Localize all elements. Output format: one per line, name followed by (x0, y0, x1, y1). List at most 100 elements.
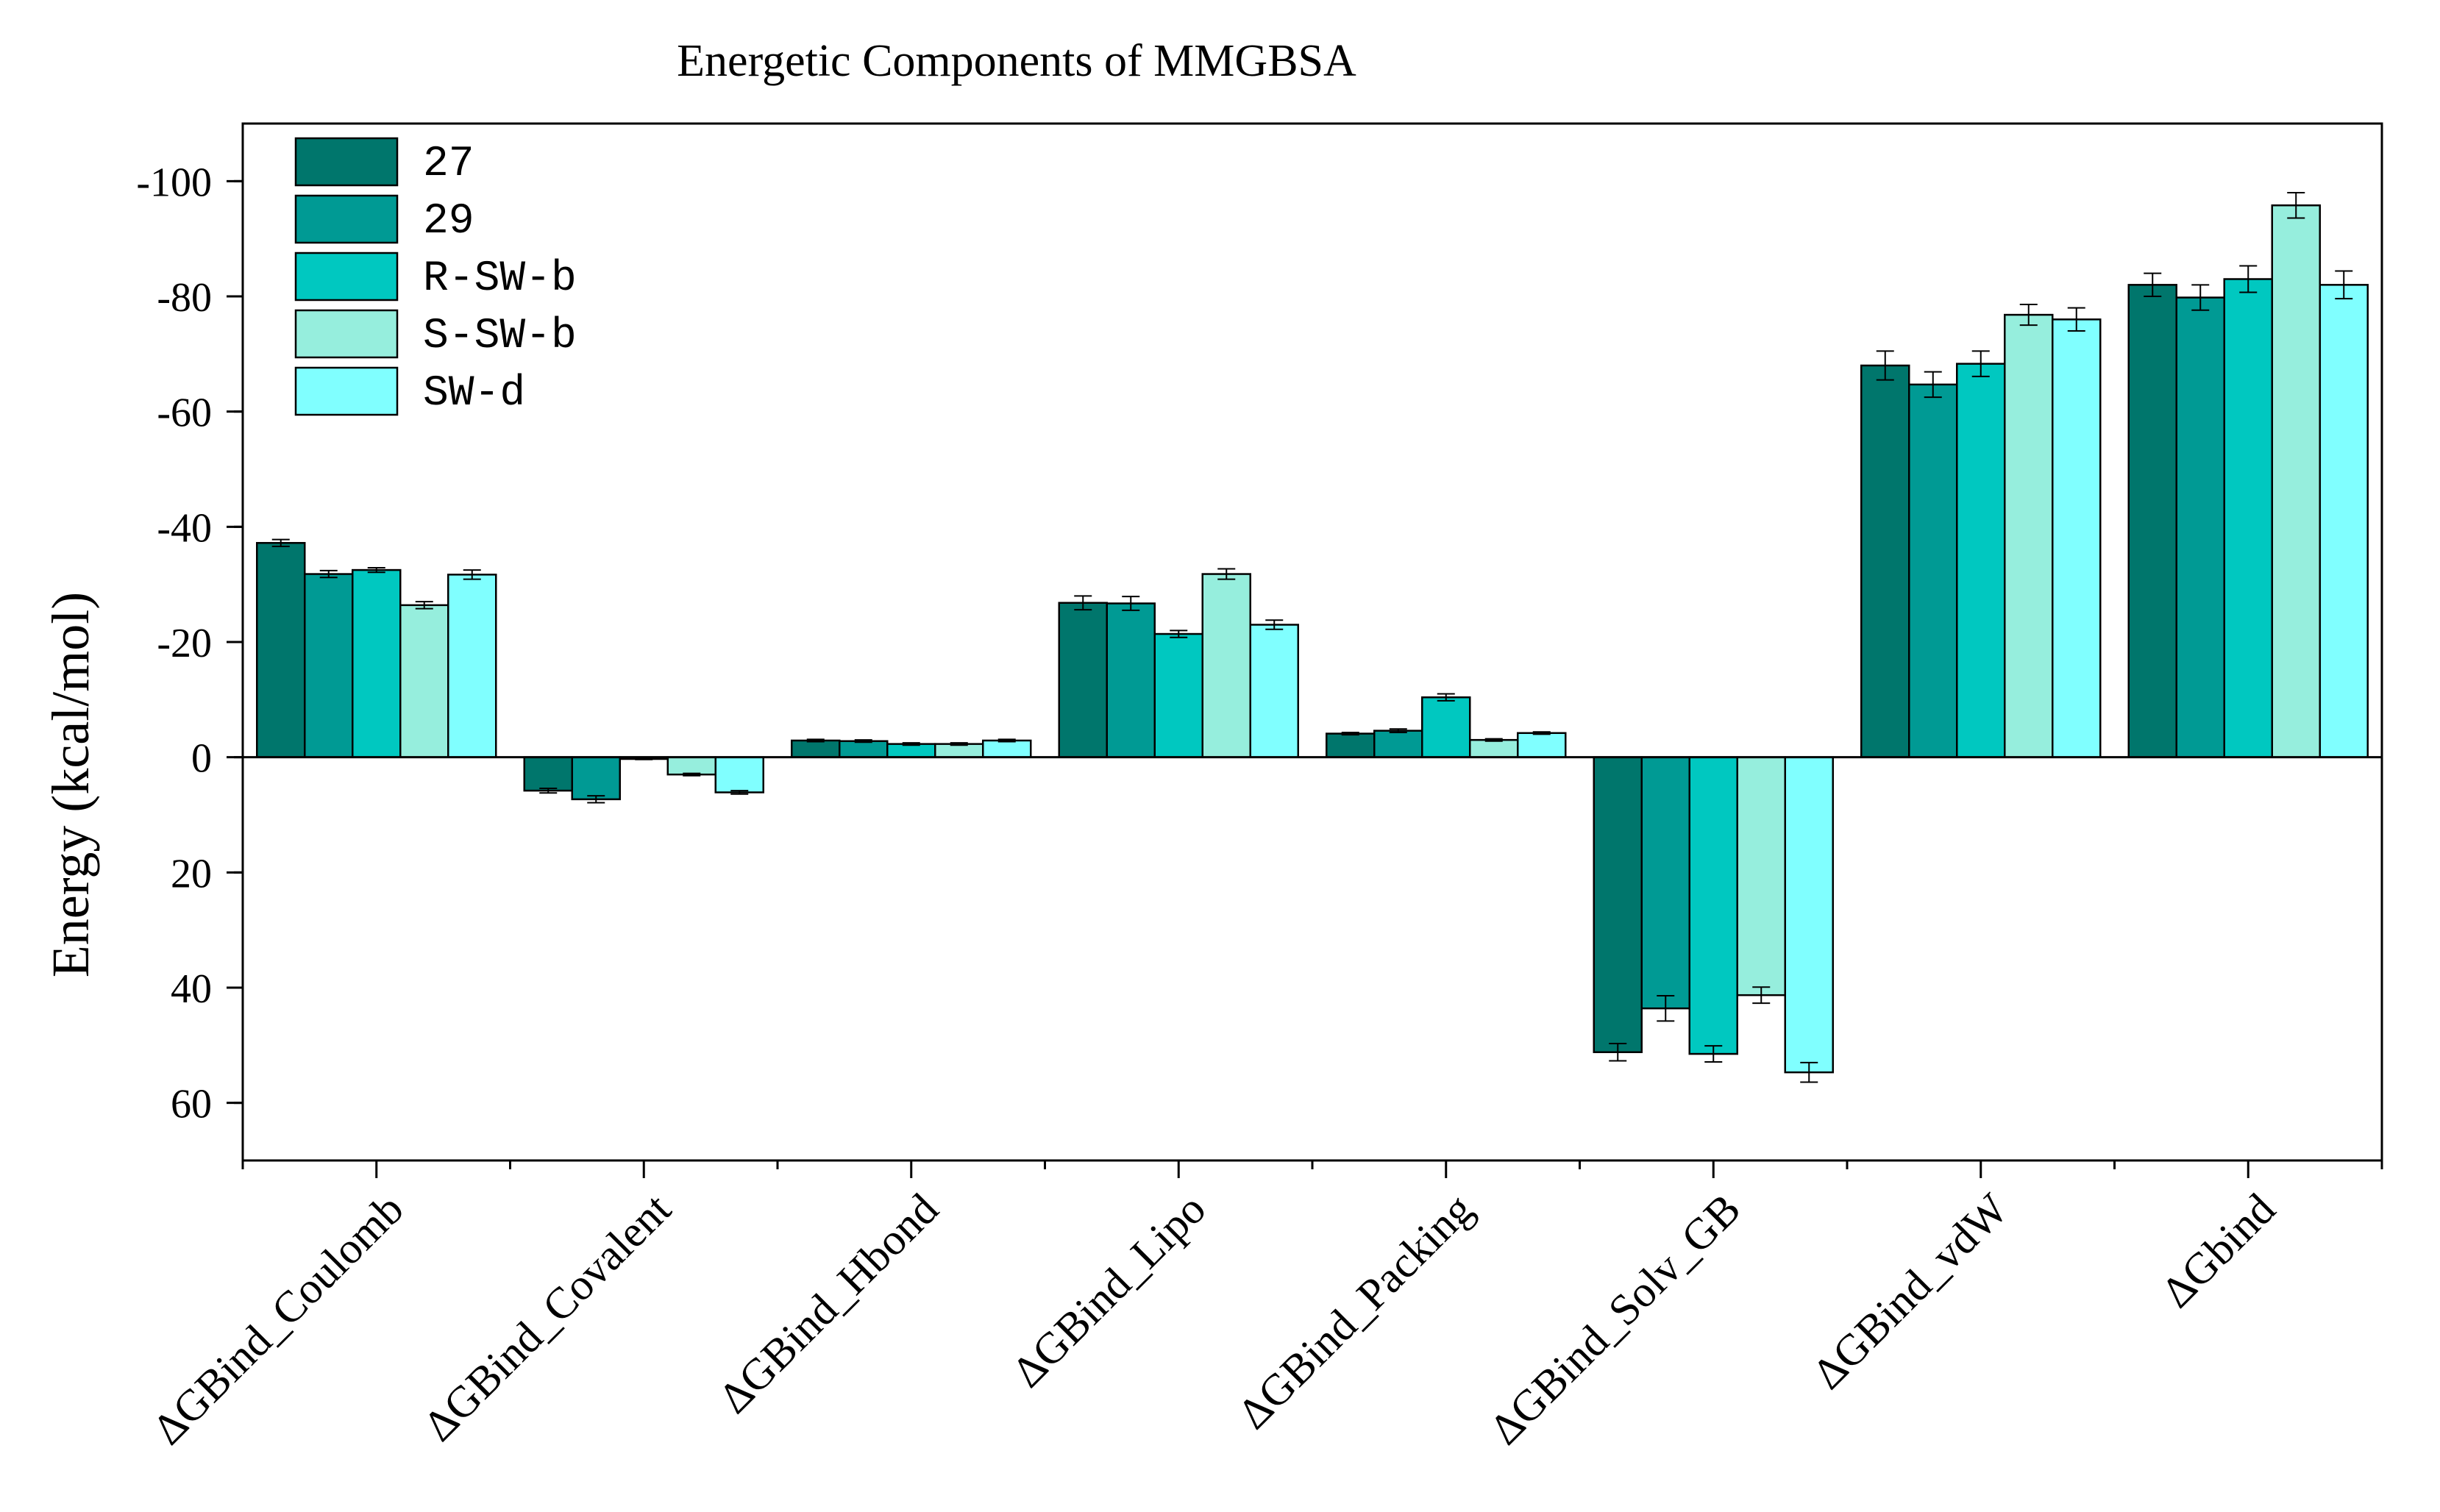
x-tick-label: ΔGBind_Covalent (414, 1184, 680, 1450)
bar-SW-d-6 (2052, 318, 2102, 758)
error-bar-29-2 (854, 739, 872, 743)
bar-SW-d-7 (2319, 284, 2369, 758)
error-bar-S-SW-b-3 (1217, 568, 1236, 580)
error-bar-R-SW-b-1 (635, 757, 653, 760)
bar-27-6 (1860, 364, 1910, 758)
bar-S-SW-b-1 (666, 756, 716, 776)
bar-R-SW-b-0 (352, 568, 402, 758)
error-bar-29-4 (1389, 728, 1407, 733)
bar-S-SW-b-2 (934, 743, 984, 758)
bar-SW-d-0 (447, 574, 497, 758)
error-bar-29-7 (2191, 284, 2210, 311)
legend-item: 27 (294, 137, 474, 188)
bar-R-SW-b-2 (886, 743, 936, 758)
y-tick-label: 20 (171, 851, 212, 896)
bar-SW-d-5 (1784, 756, 1834, 1074)
legend-swatch (294, 366, 399, 416)
error-bar-SW-d-3 (1265, 619, 1284, 630)
bar-S-SW-b-6 (2004, 313, 2054, 758)
bar-27-3 (1058, 602, 1108, 758)
error-bar-27-3 (1074, 595, 1092, 611)
y-tick-label: -100 (136, 160, 212, 205)
error-bars-layer (271, 192, 2353, 1083)
bar-S-SW-b-0 (399, 604, 449, 758)
error-bar-R-SW-b-3 (1170, 630, 1188, 638)
bar-S-SW-b-5 (1736, 756, 1786, 996)
y-tick-label: 40 (171, 966, 212, 1012)
legend-item: SW-d (294, 366, 525, 418)
y-axis: -100 -80 -60 -40 -20 0 20 40 60 (136, 160, 243, 1127)
error-bar-SW-d-2 (997, 738, 1016, 743)
error-bar-R-SW-b-4 (1437, 693, 1455, 702)
bar-27-2 (791, 739, 841, 758)
x-tick-label: ΔGBind_Coulomb (143, 1185, 413, 1454)
error-bar-S-SW-b-5 (1752, 986, 1771, 1005)
x-tick-label: ΔGBind_Packing (1228, 1185, 1482, 1438)
error-bar-R-SW-b-2 (902, 742, 920, 746)
legend-label: 27 (423, 140, 474, 188)
error-bar-29-0 (319, 569, 338, 579)
x-tick-label: ΔGBind_Hbond (709, 1185, 947, 1423)
bar-R-SW-b-4 (1421, 696, 1471, 758)
bar-27-0 (256, 542, 306, 758)
error-bar-R-SW-b-0 (367, 566, 385, 574)
bar-29-4 (1373, 730, 1423, 758)
error-bar-S-SW-b-1 (683, 772, 701, 777)
bar-29-2 (839, 740, 889, 758)
legend: 27 29 R-SW-b S-SW-b SW-d (294, 137, 577, 418)
bar-SW-d-1 (714, 756, 764, 794)
legend-swatch (294, 252, 399, 302)
legend-item: S-SW-b (294, 309, 577, 360)
bar-R-SW-b-3 (1153, 632, 1203, 758)
x-tick-label: ΔGBind_Solv_GB (1480, 1185, 1749, 1454)
error-bar-29-1 (587, 795, 605, 804)
bar-29-0 (304, 573, 354, 758)
legend-label: S-SW-b (423, 313, 577, 360)
error-bar-S-SW-b-6 (2019, 303, 2038, 327)
error-bar-27-4 (1341, 731, 1359, 736)
error-bar-SW-d-0 (463, 569, 481, 580)
bar-S-SW-b-4 (1469, 738, 1519, 758)
legend-swatch (294, 194, 399, 244)
x-tick-label: ΔGBind_vdW (1803, 1184, 2017, 1398)
error-bar-R-SW-b-6 (1971, 350, 1990, 377)
error-bar-S-SW-b-2 (950, 742, 968, 746)
error-bar-SW-d-6 (2067, 307, 2085, 332)
bar-SW-d-3 (1249, 624, 1299, 758)
error-bar-29-5 (1657, 994, 1675, 1022)
x-axis: ΔGBind_Coulomb ΔGBind_Covalent ΔGBind_Hbon… (143, 1160, 2383, 1454)
y-tick-label: -40 (157, 505, 212, 551)
error-bar-S-SW-b-0 (415, 601, 433, 610)
y-tick-label: 0 (191, 736, 212, 782)
error-bar-R-SW-b-5 (1704, 1045, 1723, 1063)
legend-label: 29 (423, 198, 474, 246)
bar-SW-d-4 (1517, 732, 1567, 758)
error-bar-SW-d-1 (730, 790, 749, 795)
bar-R-SW-b-6 (1956, 363, 2006, 758)
legend-swatch (294, 137, 399, 187)
y-tick-label: -20 (157, 621, 212, 666)
legend-swatch (294, 309, 399, 359)
x-tick-label: ΔGBind_Lipo (1003, 1185, 1214, 1397)
error-bar-29-6 (1924, 371, 1942, 399)
y-tick-label: -80 (157, 275, 212, 321)
legend-label: SW-d (423, 370, 525, 418)
x-tick-label: ΔGbind (2152, 1185, 2284, 1317)
bar-29-3 (1106, 602, 1156, 758)
y-tick-label: 60 (171, 1082, 212, 1127)
error-bar-S-SW-b-7 (2287, 192, 2305, 219)
bar-R-SW-b-5 (1688, 756, 1738, 1055)
bar-27-5 (1593, 756, 1643, 1053)
error-bar-27-0 (271, 538, 290, 547)
y-axis-label: Energy (kcal/mol) (41, 592, 100, 978)
error-bar-SW-d-5 (1800, 1061, 1818, 1083)
bar-R-SW-b-7 (2223, 278, 2273, 758)
bar-S-SW-b-7 (2271, 204, 2321, 758)
bar-29-5 (1640, 756, 1690, 1010)
bar-S-SW-b-3 (1201, 573, 1251, 758)
error-bar-R-SW-b-7 (2239, 265, 2258, 293)
error-bar-27-1 (539, 787, 558, 794)
error-bar-S-SW-b-4 (1484, 738, 1503, 742)
bar-27-4 (1326, 732, 1376, 758)
